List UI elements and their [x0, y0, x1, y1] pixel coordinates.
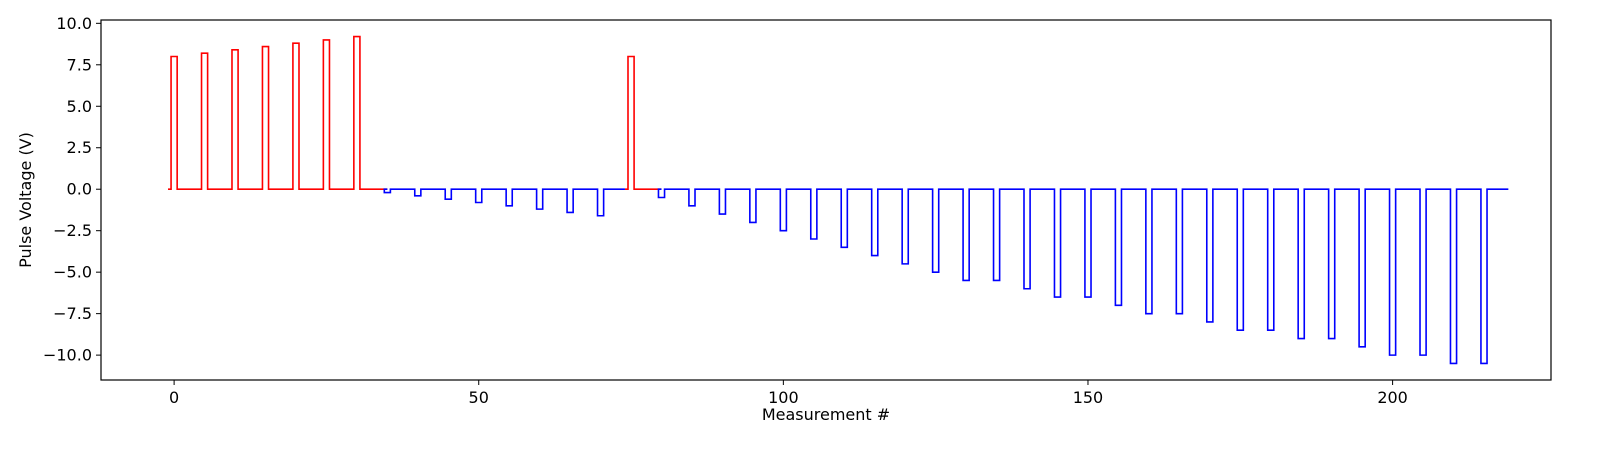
y-tick-label-5: −2.5: [53, 221, 92, 240]
y-tick-label-4: 0.0: [67, 180, 92, 199]
series-0-segment-1-line: [624, 55, 662, 191]
series-1-segment-1-line: [657, 188, 1509, 365]
x-tick-label-4: 200: [1377, 388, 1408, 407]
x-axis-title: Measurement #: [762, 405, 890, 424]
x-tick-label-0: 0: [169, 388, 179, 407]
x-tick-label-2: 100: [768, 388, 799, 407]
y-tick-label-0: 10.0: [56, 14, 92, 33]
y-axis: 10.0 7.5 5.0 2.5 0.0 −2.5 −5.0 −7.5 −10.0: [43, 14, 101, 365]
x-tick-label-3: 150: [1073, 388, 1104, 407]
plot-frame: [100, 19, 1552, 381]
y-tick-label-3: 2.5: [67, 138, 92, 157]
y-axis-title: Pulse Voltage (V): [16, 132, 35, 268]
y-tick-label-7: −7.5: [53, 304, 92, 323]
y-tick-label-8: −10.0: [43, 346, 92, 365]
series-1-segment-0-line: [383, 188, 625, 217]
y-tick-label-6: −5.0: [53, 263, 92, 282]
series-0-segment-0-line: [168, 35, 388, 191]
x-tick-label-1: 50: [469, 388, 489, 407]
x-axis: 0 50 100 150 200: [169, 380, 1408, 407]
series-layer: [168, 35, 1509, 365]
y-tick-label-1: 7.5: [67, 55, 92, 74]
y-tick-label-2: 5.0: [67, 97, 92, 116]
